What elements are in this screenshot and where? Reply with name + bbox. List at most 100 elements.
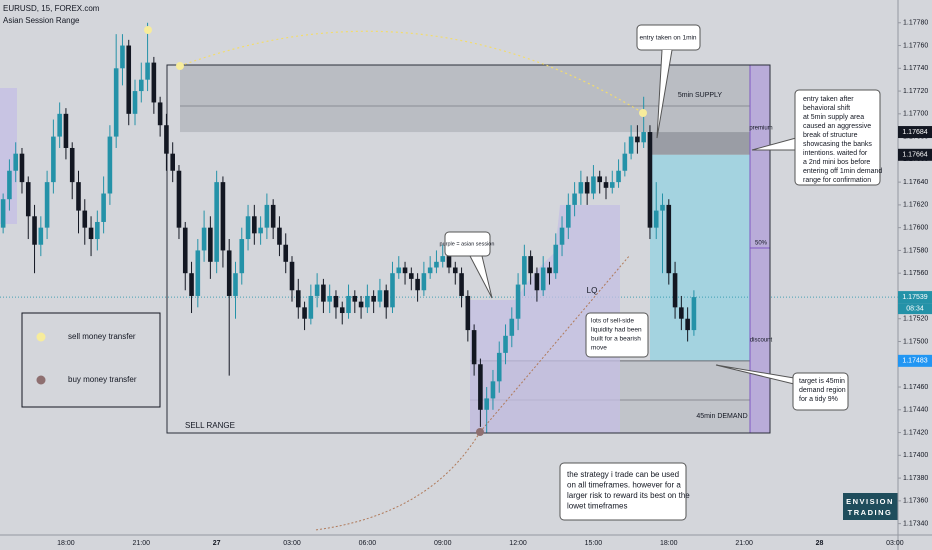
- candle-body: [434, 261, 439, 268]
- callout-box: [792, 372, 849, 411]
- note-line: TRADING: [848, 508, 893, 517]
- candle-body: [578, 182, 584, 194]
- candle-body: [138, 79, 144, 92]
- zone-label: 5min SUPPLY: [678, 92, 723, 99]
- candle-body: [95, 221, 100, 240]
- zone-label: 50%: [755, 241, 768, 247]
- note-line: target is 45min: [799, 378, 845, 385]
- chart-subtitle: Asian Session Range: [3, 16, 80, 25]
- candle-body: [44, 182, 50, 228]
- candle-body: [390, 273, 395, 308]
- candle-body: [566, 204, 571, 228]
- candle-body: [233, 273, 238, 296]
- candle-body: [446, 256, 452, 268]
- candle-body: [547, 267, 552, 274]
- note-line: entry taken after: [803, 96, 854, 103]
- candle-body: [540, 267, 546, 291]
- candle-body: [509, 318, 515, 336]
- candle-body: [176, 170, 182, 228]
- candle-body: [597, 176, 603, 183]
- y-tick-label: 1.17620: [903, 202, 928, 209]
- logo: [843, 493, 898, 520]
- zone-label: LQ: [587, 286, 598, 295]
- legend-box: [21, 312, 161, 408]
- note-line: move: [591, 345, 607, 352]
- note-line: built for a bearish: [591, 336, 641, 343]
- note-line: on all timeframes. however for a: [567, 481, 681, 490]
- price-marker-label: 1.17539: [902, 294, 927, 301]
- y-tick-label: 1.17720: [903, 88, 928, 95]
- candle-body: [57, 113, 62, 137]
- callout-pointer: [656, 49, 673, 139]
- x-tick-label: 27: [213, 540, 221, 547]
- zone-label: SELL RANGE: [185, 421, 235, 430]
- candle-body: [496, 352, 502, 382]
- note-line: lowet timeframes: [567, 502, 627, 511]
- supply-5min-zone: [650, 132, 750, 155]
- candle-body: [383, 290, 389, 308]
- note-line: range for confirmation: [803, 177, 871, 184]
- candle-body: [478, 364, 483, 410]
- x-tick-label: 18:00: [57, 540, 75, 547]
- candle-body: [421, 273, 427, 291]
- candle-body: [660, 204, 665, 211]
- candle-body: [346, 295, 351, 314]
- callout-pointer: [469, 255, 493, 299]
- y-tick-label: 1.17440: [903, 407, 928, 414]
- note-line: intentions. waited for: [803, 150, 868, 157]
- candle-body: [264, 204, 270, 228]
- candle-body: [51, 136, 56, 183]
- buy-transfer-line: [479, 254, 631, 433]
- candle-body: [641, 132, 646, 143]
- note-line: break of structure: [803, 132, 858, 139]
- candle-body: [76, 182, 81, 211]
- candle-body: [38, 227, 44, 245]
- callout-box: [559, 462, 687, 521]
- candle-body: [19, 153, 25, 183]
- candle-body: [32, 216, 37, 245]
- note-line: the strategy i trade can be used: [567, 470, 679, 479]
- candle-body: [308, 295, 314, 319]
- sell-dot: [144, 26, 152, 34]
- y-tick-label: 1.17360: [903, 498, 928, 505]
- chart-title: EURUSD, 15, FOREX.com: [3, 4, 100, 13]
- candle-body: [402, 267, 408, 274]
- candle-body: [622, 153, 628, 171]
- candle-body: [559, 227, 565, 245]
- price-marker: [898, 291, 932, 304]
- buy-dot: [476, 428, 484, 436]
- candle-body: [214, 182, 219, 262]
- candle-body: [584, 182, 590, 194]
- candle-body: [653, 210, 659, 228]
- countdown: 08:34: [906, 305, 924, 312]
- y-tick-label: 1.17560: [903, 270, 928, 277]
- candle-body: [572, 193, 577, 205]
- candle-body: [113, 68, 119, 137]
- candle-body: [151, 62, 157, 103]
- candle-body: [396, 267, 402, 274]
- candle-body: [371, 295, 376, 302]
- x-tick-label: 12:00: [509, 540, 527, 547]
- price-marker-label: 1.17684: [902, 129, 927, 136]
- candle-body: [452, 267, 458, 274]
- candle-body: [283, 244, 289, 262]
- x-tick-label: 18:00: [660, 540, 678, 547]
- candle-body: [13, 153, 18, 171]
- candle-body: [170, 153, 175, 171]
- candle-body: [295, 290, 301, 308]
- candle-body: [270, 204, 276, 228]
- candle-body: [239, 239, 245, 274]
- candle-body: [635, 136, 640, 143]
- y-tick-label: 1.17640: [903, 179, 928, 186]
- asian-session-zone: [470, 205, 620, 433]
- y-tick-label: 1.17740: [903, 65, 928, 72]
- price-marker: [898, 126, 932, 139]
- candle-body: [314, 284, 320, 296]
- y-tick-label: 1.17520: [903, 316, 928, 323]
- candle-body: [101, 193, 106, 222]
- candle-body: [471, 330, 477, 365]
- candle-body: [666, 204, 672, 274]
- candle-body: [358, 301, 364, 308]
